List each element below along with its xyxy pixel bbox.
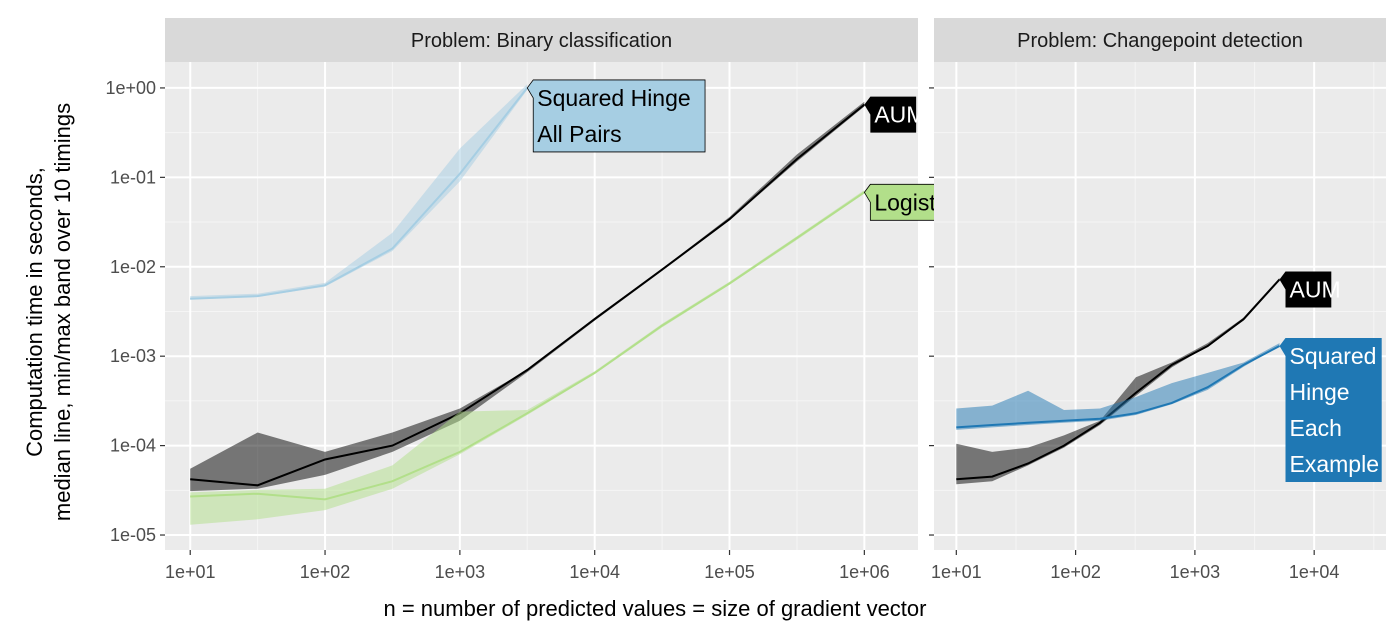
squared-hinge-each-example-label-text: Hinge [1290,379,1350,405]
y-axis-title-line-2: median line, min/max band over 10 timing… [50,103,75,521]
aum-label-text: AUM [1290,277,1341,303]
y-tick-label: 1e-01 [110,167,156,187]
panel-1-strip-title: Problem: Binary classification [411,30,672,52]
squared-hinge-each-example-label-text: Each [1290,415,1342,441]
y-tick-label: 1e-02 [110,257,156,277]
x-axis-title: n = number of predicted values = size of… [384,596,927,621]
panel-2-direct-labels: AUM Squared Hinge Each Example [1279,271,1382,482]
y-axis-title-line-1: Computation time in seconds, [22,167,47,457]
x-tick-label: 1e+06 [839,562,890,582]
x-tick-label: 1e+01 [931,562,982,582]
squared-hinge-all-pairs-median-line [190,87,528,300]
aum-label-box [864,96,917,133]
y-tick-label: 1e+00 [105,78,156,98]
panel-1: Problem: Binary classification 1e-05 1e-04… [105,18,980,582]
squared-hinge-each-example-median-line [956,345,1280,429]
panel-1-gridlines [165,62,918,550]
y-tick-label: 1e-04 [110,436,156,456]
panel-2-y-axis [929,87,934,536]
squared-hinge-each-example-label-text: Squared [1290,343,1377,369]
panel-1-series-layer [190,84,865,525]
panel-1-y-axis: 1e-05 1e-04 1e-03 1e-02 1e-01 1e+00 [105,78,165,545]
panel-1-x-axis: 1e+01 1e+02 1e+03 1e+04 1e+05 1e+06 [165,550,890,582]
squared-hinge-all-pairs-label-text: All Pairs [537,121,621,147]
aum-band [956,277,1280,485]
panel-2-strip-title: Problem: Changepoint detection [1017,30,1303,52]
y-tick-label: 1e-03 [110,346,156,366]
panels-layer: Problem: Binary classification 1e-05 1e-04… [105,18,1386,582]
x-tick-label: 1e+03 [1170,562,1221,582]
x-tick-label: 1e+02 [300,562,351,582]
aum-label-box [1279,271,1332,308]
aum-band [190,101,865,492]
x-tick-label: 1e+01 [165,562,216,582]
panel-2-series-layer [956,277,1281,485]
squared-hinge-each-example-band [956,343,1280,430]
panel-1-strip [165,18,918,62]
squared-hinge-all-pairs-label-box [526,79,706,153]
x-tick-label: 1e+03 [435,562,486,582]
x-tick-label: 1e+05 [704,562,755,582]
x-tick-label: 1e+04 [569,562,620,582]
aum-median-line [190,103,865,487]
panel-2-strip [934,18,1386,62]
logistic-median-line [190,191,865,501]
squared-hinge-all-pairs-label-text: Squared Hinge [537,85,690,111]
x-tick-label: 1e+04 [1289,562,1340,582]
logistic-band [190,190,865,525]
panel-2: Problem: Changepoint detection 1e+01 1e+02… [929,18,1386,582]
aum-label-text: AUM [874,102,925,128]
x-tick-label: 1e+02 [1050,562,1101,582]
squared-hinge-each-example-label-text: Example [1290,451,1379,477]
y-tick-label: 1e-05 [110,525,156,545]
panel-2-x-axis: 1e+01 1e+02 1e+03 1e+04 [931,550,1339,582]
squared-hinge-each-example-label-box [1279,337,1382,482]
